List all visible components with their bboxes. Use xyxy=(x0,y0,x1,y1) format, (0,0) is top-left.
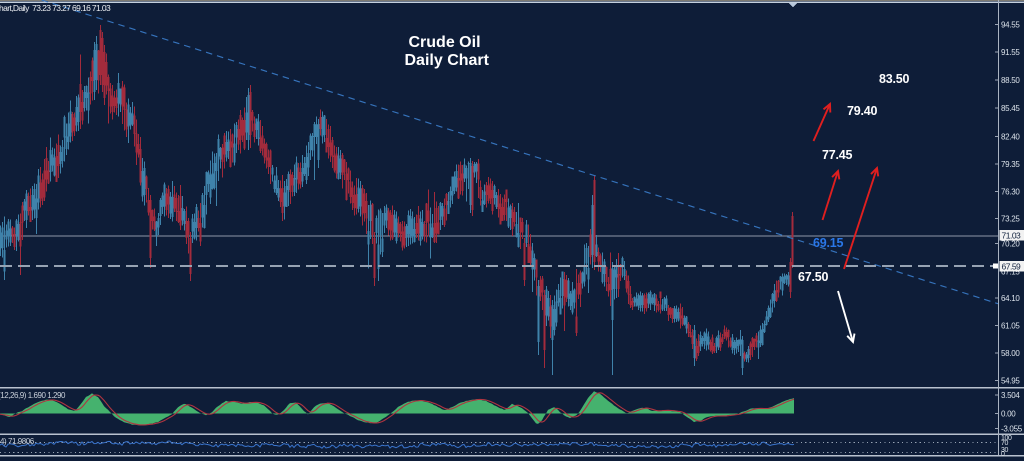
svg-text:85.45: 85.45 xyxy=(1001,104,1020,113)
svg-text:4) 71.9806: 4) 71.9806 xyxy=(0,437,35,446)
svg-text:3.504: 3.504 xyxy=(1001,391,1020,400)
svg-text:94.55: 94.55 xyxy=(1001,21,1020,30)
svg-text:hart,Daily 73.23 73.27 69.16: hart,Daily 73.23 73.27 69.16 71.03 xyxy=(0,3,111,13)
svg-text:67.15: 67.15 xyxy=(1001,268,1020,277)
svg-text:71.03: 71.03 xyxy=(1002,231,1022,241)
svg-text:(12,26,9) 1.690 1.290: (12,26,9) 1.690 1.290 xyxy=(0,391,66,400)
svg-text:91.55: 91.55 xyxy=(1001,48,1020,57)
svg-text:30: 30 xyxy=(1001,447,1008,454)
svg-text:83.50: 83.50 xyxy=(879,72,910,86)
svg-text:79.35: 79.35 xyxy=(1001,160,1020,169)
svg-text:58.00: 58.00 xyxy=(1001,349,1020,358)
svg-text:0.00: 0.00 xyxy=(1001,410,1016,419)
svg-text:76.30: 76.30 xyxy=(1001,188,1020,197)
svg-text:0: 0 xyxy=(1001,451,1005,458)
svg-text:73.25: 73.25 xyxy=(1001,215,1020,224)
svg-text:69.15: 69.15 xyxy=(813,236,844,250)
svg-text:54.95: 54.95 xyxy=(1001,377,1020,386)
svg-text:70.20: 70.20 xyxy=(1001,240,1020,249)
svg-text:79.40: 79.40 xyxy=(847,104,878,118)
svg-text:67.59: 67.59 xyxy=(1002,262,1022,272)
svg-text:-3.055: -3.055 xyxy=(1001,425,1023,434)
svg-text:Daily Chart: Daily Chart xyxy=(405,52,490,69)
svg-text:70: 70 xyxy=(1001,440,1008,447)
svg-text:77.45: 77.45 xyxy=(822,148,853,162)
svg-text:61.05: 61.05 xyxy=(1001,322,1020,331)
svg-text:64.10: 64.10 xyxy=(1001,294,1020,303)
svg-text:100: 100 xyxy=(1001,435,1012,442)
svg-text:88.50: 88.50 xyxy=(1001,76,1020,85)
svg-text:82.40: 82.40 xyxy=(1001,133,1020,142)
svg-text:Crude Oil: Crude Oil xyxy=(409,34,481,51)
svg-text:67.50: 67.50 xyxy=(798,270,829,284)
